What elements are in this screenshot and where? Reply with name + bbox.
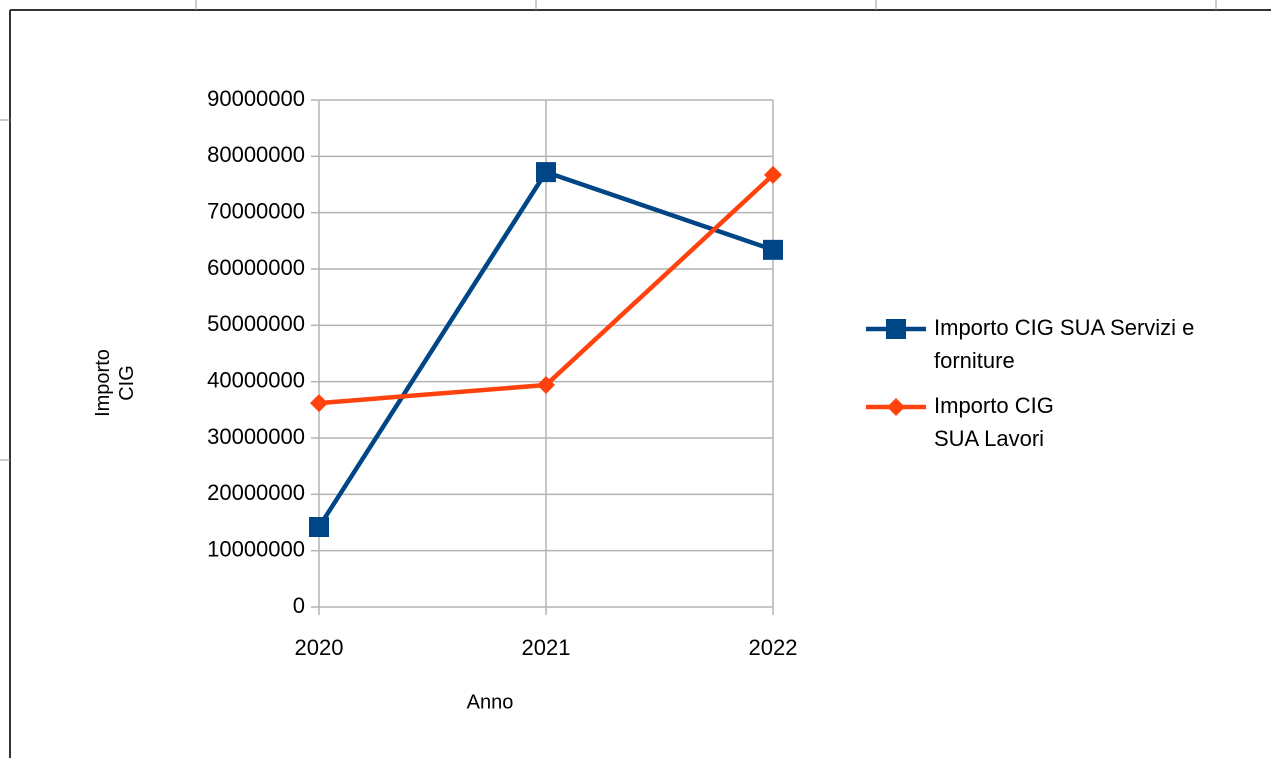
y-tick-label: 40000000 [207, 367, 305, 392]
marker-diamond [764, 165, 782, 184]
marker-square [309, 517, 329, 538]
y-tick-label: 10000000 [207, 536, 305, 561]
marker-diamond [310, 394, 328, 413]
x-axis-title: Anno [467, 691, 514, 713]
marker-square [763, 239, 783, 260]
marker-diamond [537, 376, 555, 395]
y-tick-label: 30000000 [207, 424, 305, 449]
marker-square [536, 162, 556, 183]
y-tick-label: 50000000 [207, 311, 305, 336]
y-tick-label: 80000000 [207, 142, 305, 167]
y-tick-label: 70000000 [207, 198, 305, 223]
y-axis-title: Importo CIG [92, 349, 138, 417]
x-tick-label: 2021 [522, 635, 571, 660]
legend-label: Importo CIG SUA Lavori [934, 393, 1054, 451]
marker-diamond [887, 398, 905, 416]
y-tick-label: 0 [293, 593, 305, 618]
x-tick-label: 2022 [749, 635, 798, 660]
x-tick-label: 2020 [295, 635, 344, 660]
y-tick-label: 60000000 [207, 255, 305, 280]
y-tick-label: 90000000 [207, 86, 305, 111]
marker-square [886, 319, 906, 339]
y-tick-label: 20000000 [207, 480, 305, 505]
legend-label: Importo CIG SUA Servizi e forniture [934, 315, 1194, 373]
